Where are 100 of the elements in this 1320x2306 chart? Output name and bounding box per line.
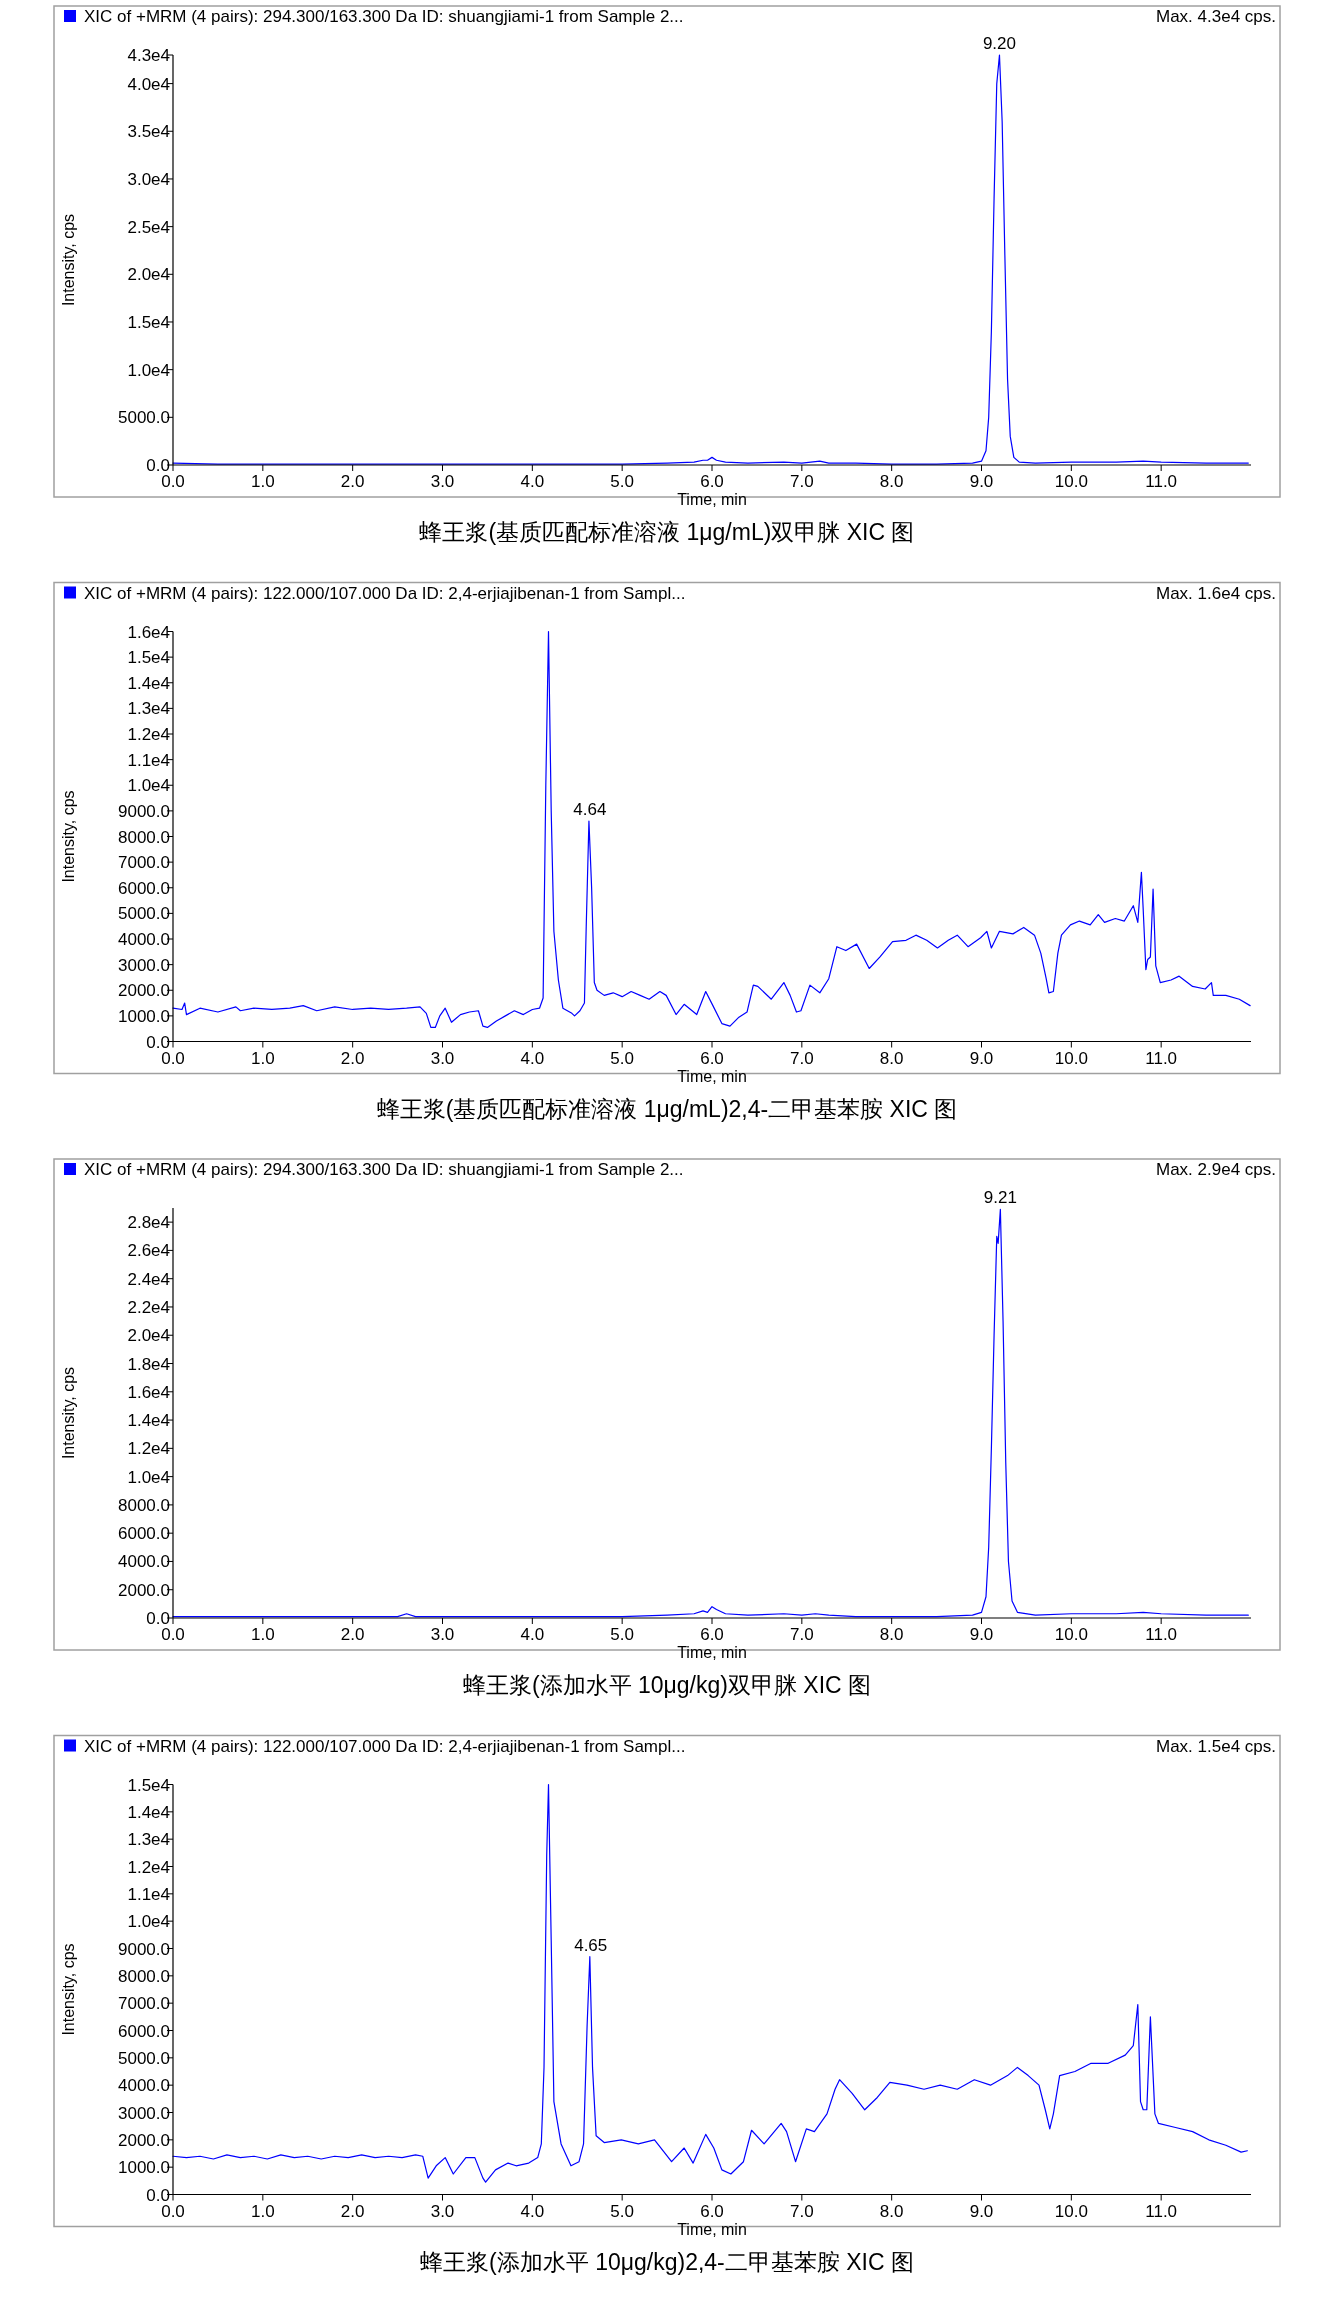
x-tick-label: 9.0 bbox=[969, 2201, 994, 2221]
x-tick-label: 3.0 bbox=[430, 1048, 455, 1068]
y-tick-label: 1.8e4 bbox=[127, 1354, 170, 1374]
y-tick-label: 2.6e4 bbox=[127, 1241, 170, 1261]
y-tick-label: 1.4e4 bbox=[127, 673, 170, 693]
text: Max. 1.5e4 cps. bbox=[1155, 1736, 1276, 1756]
legend-label: XIC of +MRM (4 pairs): 294.300/163.300 Da ID: shuangjiami-1 from Sample 2... bbox=[84, 7, 684, 26]
y-tick-label: 1.0e4 bbox=[127, 776, 170, 796]
y-tick-label: 1.3e4 bbox=[127, 1830, 170, 1850]
y-tick-label: 4000.0 bbox=[118, 930, 170, 949]
y-axis-title: Intensity, cps bbox=[60, 1943, 77, 2036]
x-tick-label: 2.0 bbox=[340, 1625, 365, 1644]
annotation: 4.64 bbox=[573, 800, 607, 820]
text: Max. 2.9e4 cps. bbox=[1155, 1160, 1276, 1179]
legend-label: XIC of +MRM (4 pairs): 122.000/107.000 Da ID: 2,4-erjiajibenan-1 from Sampl... bbox=[84, 1736, 686, 1756]
y-tick-label: 8000.0 bbox=[118, 1495, 170, 1515]
y-tick-label: 3000.0 bbox=[118, 2103, 170, 2123]
x-tick-label: 4.0 bbox=[520, 1625, 545, 1644]
x-tick-label: 6.0 bbox=[700, 1048, 724, 1068]
y-tick-label: 4.3e4 bbox=[127, 46, 170, 65]
y-tick-label: 0.0 bbox=[146, 1609, 170, 1628]
y-tick-label: 2.2e4 bbox=[127, 1297, 170, 1317]
y-tick-label: 4000.0 bbox=[118, 2076, 170, 2096]
x-axis-title: Time, min bbox=[677, 1067, 747, 1085]
y-tick-label: 9000.0 bbox=[118, 1939, 170, 1959]
x-tick-label: 1.0 bbox=[251, 1048, 275, 1068]
x-tick-label: 0.0 bbox=[161, 472, 185, 491]
y-tick-label: 3.0e4 bbox=[127, 169, 170, 189]
legend-label: XIC of +MRM (4 pairs): 122.000/107.000 Da ID: 2,4-erjiajibenan-1 from Sampl... bbox=[84, 583, 686, 603]
y-tick-label: 1.3e4 bbox=[127, 699, 170, 719]
x-axis-title: Time, min bbox=[677, 1644, 747, 1661]
x-tick-label: 0.0 bbox=[161, 1625, 185, 1644]
y-tick-label: 1000.0 bbox=[118, 1006, 170, 1026]
annotation: 4.65 bbox=[574, 1935, 608, 1955]
x-tick-label: 11.0 bbox=[1145, 472, 1178, 491]
y-tick-label: 6000.0 bbox=[118, 878, 170, 898]
x-tick-label: 8.0 bbox=[879, 1048, 904, 1068]
x-tick-label: 8.0 bbox=[879, 1625, 904, 1644]
x-tick-label: 3.0 bbox=[430, 2201, 455, 2221]
y-tick-label: 1.2e4 bbox=[127, 1439, 170, 1459]
x-tick-label: 11.0 bbox=[1145, 1625, 1178, 1644]
x-tick-label: 9.0 bbox=[969, 1048, 994, 1068]
y-tick-label: 6000.0 bbox=[118, 1524, 170, 1544]
x-tick-label: 3.0 bbox=[430, 472, 455, 491]
y-tick-label: 5000.0 bbox=[118, 2048, 170, 2068]
y-tick-label: 8000.0 bbox=[118, 1966, 170, 1986]
x-tick-label: 2.0 bbox=[340, 1048, 365, 1068]
x-tick-label: 11.0 bbox=[1145, 2201, 1178, 2221]
y-tick-label: 7000.0 bbox=[118, 1994, 170, 2014]
annotation: 9.20 bbox=[982, 34, 1017, 53]
x-tick-label: 6.0 bbox=[700, 1625, 724, 1644]
y-tick-label: 6000.0 bbox=[118, 2021, 170, 2041]
x-tick-label: 5.0 bbox=[610, 1048, 634, 1068]
x-tick-label: 5.0 bbox=[610, 472, 634, 491]
y-tick-label: 1.2e4 bbox=[127, 725, 170, 744]
y-tick-label: 1.2e4 bbox=[127, 1857, 170, 1877]
x-tick-label: 7.0 bbox=[790, 1048, 814, 1068]
x-tick-label: 7.0 bbox=[790, 1625, 814, 1644]
y-tick-label: 5000.0 bbox=[118, 904, 170, 924]
x-tick-label: 6.0 bbox=[700, 2201, 724, 2221]
x-tick-label: 4.0 bbox=[520, 2201, 545, 2221]
x-tick-label: 2.0 bbox=[340, 2201, 365, 2221]
text: Max. 4.3e4 cps. bbox=[1155, 7, 1276, 26]
y-tick-label: 1.4e4 bbox=[127, 1802, 170, 1822]
x-tick-label: 5.0 bbox=[610, 2201, 634, 2221]
x-tick-label: 5.0 bbox=[610, 1625, 634, 1644]
x-tick-label: 6.0 bbox=[700, 472, 724, 491]
x-tick-label: 11.0 bbox=[1145, 1048, 1178, 1068]
text: 蜂王浆(基质匹配标准溶液 1μg/mL)双甲脒 XIC 图 bbox=[419, 519, 915, 545]
text: 蜂王浆(基质匹配标准溶液 1μg/mL)2,4-二甲基苯胺 XIC 图 bbox=[376, 1095, 958, 1122]
y-axis-title: Intensity, cps bbox=[60, 213, 77, 307]
line-series bbox=[172, 1783, 1249, 2183]
x-tick-label: 2.0 bbox=[340, 472, 365, 491]
y-tick-label: 2.0e4 bbox=[127, 1326, 170, 1346]
y-axis-title: Intensity, cps bbox=[60, 790, 77, 883]
x-tick-label: 1.0 bbox=[251, 472, 275, 491]
y-tick-label: 2000.0 bbox=[118, 2130, 170, 2150]
y-tick-label: 1.0e4 bbox=[127, 1467, 170, 1487]
y-tick-label: 8000.0 bbox=[118, 827, 170, 847]
x-tick-label: 4.0 bbox=[520, 472, 545, 491]
y-tick-label: 0.0 bbox=[146, 456, 170, 475]
y-tick-label: 1.5e4 bbox=[127, 648, 170, 668]
line-series bbox=[172, 630, 1251, 1029]
x-tick-label: 3.0 bbox=[430, 1625, 455, 1644]
y-tick-label: 1.6e4 bbox=[127, 1382, 170, 1402]
x-tick-label: 9.0 bbox=[969, 472, 994, 491]
y-tick-label: 1000.0 bbox=[118, 2158, 170, 2178]
x-tick-label: 10.0 bbox=[1054, 1625, 1088, 1644]
y-tick-label: 3.5e4 bbox=[127, 122, 170, 142]
x-axis-title: Time, min bbox=[677, 491, 747, 508]
y-tick-label: 1.5e4 bbox=[127, 312, 170, 332]
text: 蜂王浆(添加水平 10μg/kg)2,4-二甲基苯胺 XIC 图 bbox=[420, 2248, 914, 2275]
y-tick-label: 3000.0 bbox=[118, 955, 170, 975]
y-tick-label: 1.6e4 bbox=[127, 622, 170, 642]
y-tick-label: 7000.0 bbox=[118, 853, 170, 873]
y-tick-label: 2000.0 bbox=[118, 1580, 170, 1600]
y-tick-label: 1.5e4 bbox=[127, 1775, 170, 1795]
x-tick-label: 1.0 bbox=[251, 1625, 275, 1644]
x-tick-label: 4.0 bbox=[520, 1048, 545, 1068]
text: Max. 1.6e4 cps. bbox=[1155, 583, 1276, 603]
